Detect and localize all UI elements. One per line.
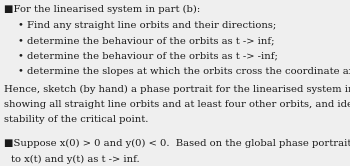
Text: Hence, sketch (by hand) a phase portrait for the linearised system in (b) around: Hence, sketch (by hand) a phase portrait…	[4, 84, 350, 93]
Text: • determine the behaviour of the orbits as t -> -inf;: • determine the behaviour of the orbits …	[18, 52, 277, 61]
Text: to x(t) and y(t) as t -> inf.: to x(t) and y(t) as t -> inf.	[11, 155, 140, 164]
Text: ■Suppose x(0) > 0 and y(0) < 0.  Based on the global phase portrait, discuss wha: ■Suppose x(0) > 0 and y(0) < 0. Based on…	[4, 139, 350, 149]
Text: • Find any straight line orbits and their directions;: • Find any straight line orbits and thei…	[18, 21, 276, 30]
Text: ■For the linearised system in part (b):: ■For the linearised system in part (b):	[4, 5, 201, 14]
Text: showing all straight line orbits and at least four other orbits, and identify th: showing all straight line orbits and at …	[4, 100, 350, 109]
Text: • determine the behaviour of the orbits as t -> inf;: • determine the behaviour of the orbits …	[18, 36, 274, 45]
Text: • determine the slopes at which the orbits cross the coordinate axes.: • determine the slopes at which the orbi…	[18, 67, 350, 76]
Text: stability of the critical point.: stability of the critical point.	[4, 115, 148, 124]
